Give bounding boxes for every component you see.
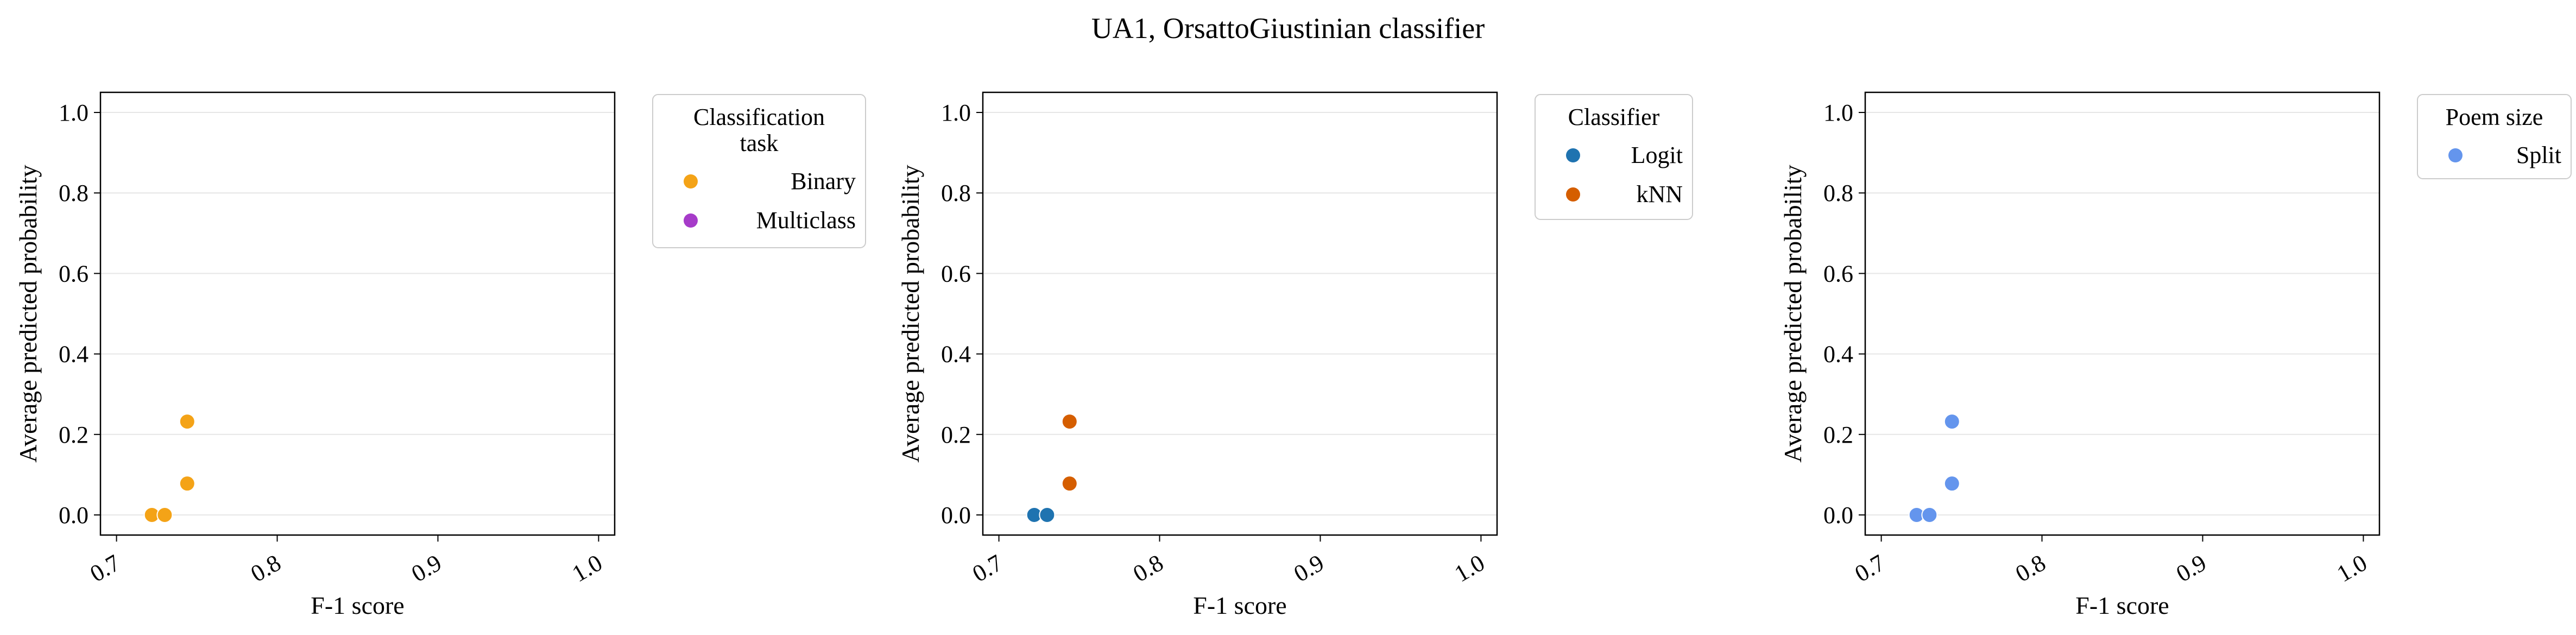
y-tick-label: 0.2	[1823, 422, 1853, 448]
legend: Poem size Split	[2417, 94, 2572, 179]
x-tick-label: 0.9	[2171, 549, 2211, 587]
y-tick-label: 0.6	[1823, 260, 1853, 287]
legend-marker-binary	[684, 174, 698, 188]
data-point-logit	[1039, 506, 1056, 523]
x-tick-label: 1.0	[2332, 549, 2371, 587]
y-tick-label: 1.0	[59, 99, 89, 126]
y-axis-label: Average predicted probability	[14, 165, 42, 462]
x-tick-label: 0.8	[246, 549, 285, 587]
x-tick-label: 0.7	[85, 549, 124, 587]
axes-frame	[982, 91, 1498, 536]
y-tick-label: 0.4	[59, 341, 89, 368]
legend-frame	[652, 94, 866, 248]
data-point-binary	[156, 506, 173, 523]
x-tick-label: 0.8	[2011, 549, 2050, 587]
legend: Classifier Logit kNN	[1535, 94, 1693, 220]
y-tick-label: 0.4	[941, 341, 971, 368]
x-tick-label: 0.8	[1128, 549, 1167, 587]
y-tick-label: 0.0	[1823, 502, 1853, 529]
legend-title: Classifier	[1568, 104, 1660, 130]
chart-panel-2: 0.0 0.2 0.4 0.6 0.8 1.0 0.7 0.8 0.9 1.0 F-1 score A…	[896, 91, 1693, 619]
y-tick-label: 1.0	[941, 99, 971, 126]
data-point-binary	[179, 413, 195, 430]
x-tick-label: 0.9	[1289, 549, 1328, 587]
x-tick-label: 0.7	[1850, 549, 1889, 587]
chart-panel-1: 0.0 0.2 0.4 0.6 0.8 1.0 0.7 0.8 0.9 1.0 F-1 score A…	[14, 91, 866, 619]
axes-frame	[1864, 91, 2381, 536]
y-tick-label: 0.0	[59, 502, 89, 529]
y-tick-label: 0.4	[1823, 341, 1853, 368]
x-axis-label: F-1 score	[2075, 592, 2169, 619]
x-axis-label: F-1 score	[1193, 592, 1286, 619]
axes-frame	[99, 91, 616, 536]
x-tick-label: 1.0	[1450, 549, 1489, 587]
x-tick-label: 0.7	[968, 549, 1007, 587]
y-tick-label: 0.8	[941, 180, 971, 206]
data-point-binary	[179, 475, 195, 492]
figure-title: UA1, OrsattoGiustinian classifier	[1091, 12, 1485, 45]
y-tick-label: 0.8	[1823, 180, 1853, 206]
x-tick-label: 1.0	[567, 549, 607, 587]
legend-marker-logit	[1566, 148, 1580, 162]
data-point-knn	[1061, 475, 1078, 492]
y-tick-label: 0.0	[941, 502, 971, 529]
legend-title: Classification	[693, 104, 825, 130]
y-axis-label: Average predicted probability	[896, 165, 924, 462]
x-axis-label: F-1 score	[311, 592, 404, 619]
legend-marker-split	[2448, 148, 2463, 162]
y-tick-label: 0.2	[941, 422, 971, 448]
legend-marker-multiclass	[684, 213, 698, 228]
legend-label: Multiclass	[756, 207, 856, 234]
chart-panel-3: 0.0 0.2 0.4 0.6 0.8 1.0 0.7 0.8 0.9 1.0 F-1 score A…	[1779, 91, 2572, 619]
y-tick-label: 0.6	[941, 260, 971, 287]
x-tick-label: 0.9	[407, 549, 446, 587]
data-point-knn	[1061, 413, 1078, 430]
legend-title: task	[740, 130, 779, 156]
legend-label: Logit	[1631, 142, 1683, 168]
y-tick-label: 1.0	[1823, 99, 1853, 126]
y-tick-label: 0.2	[59, 422, 89, 448]
legend-label: kNN	[1636, 181, 1683, 208]
y-axis-label: Average predicted probability	[1779, 165, 1807, 462]
data-point-split	[1943, 475, 1960, 492]
data-point-split	[1921, 506, 1938, 523]
legend-label: Split	[2516, 142, 2561, 168]
data-point-split	[1943, 413, 1960, 430]
y-tick-label: 0.8	[59, 180, 89, 206]
legend-marker-knn	[1566, 187, 1580, 202]
legend-title: Poem size	[2446, 104, 2543, 130]
y-tick-label: 0.6	[59, 260, 89, 287]
legend-label: Binary	[791, 168, 856, 194]
